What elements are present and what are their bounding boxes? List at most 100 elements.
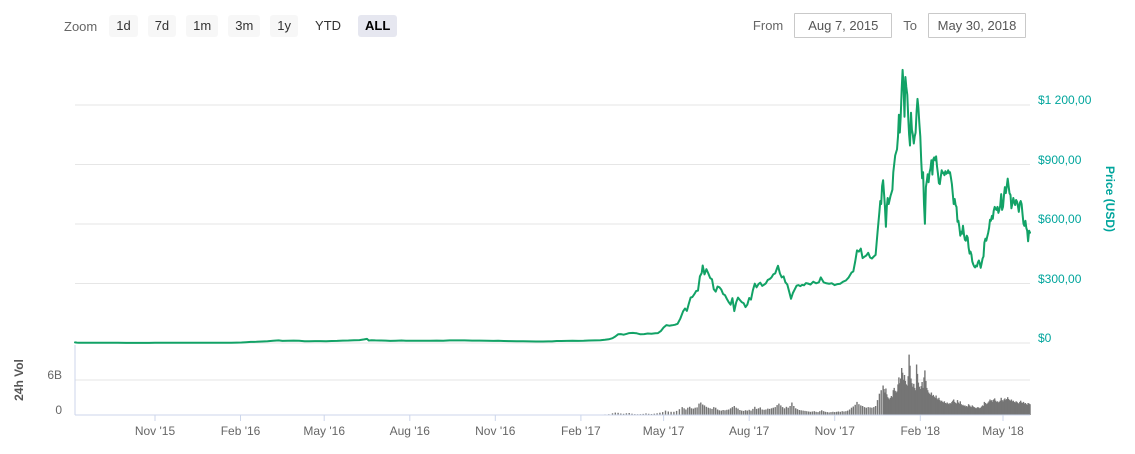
- volume-bar: [865, 407, 867, 415]
- volume-bar: [915, 364, 918, 415]
- x-axis-label: Aug '17: [729, 424, 770, 438]
- volume-bar: [731, 407, 734, 415]
- volume-bar: [759, 407, 761, 415]
- volume-bar: [746, 410, 748, 415]
- volume-bar: [819, 411, 821, 415]
- volume-bar: [798, 410, 801, 415]
- volume-bar: [1020, 402, 1023, 415]
- volume-bar: [1010, 399, 1013, 415]
- zoom-button-7d[interactable]: 7d: [147, 15, 177, 38]
- volume-bar: [998, 401, 1000, 415]
- volume-bar: [858, 404, 860, 415]
- volume-bar: [791, 402, 793, 415]
- volume-bar: [735, 407, 737, 415]
- volume-bar: [659, 412, 661, 415]
- volume-bar: [936, 398, 938, 415]
- volume-bar: [988, 401, 990, 415]
- volume-bar: [763, 409, 765, 416]
- volume-bar: [896, 391, 898, 415]
- volume-bar: [995, 401, 998, 415]
- volume-bar: [914, 390, 917, 415]
- zoom-button-ytd[interactable]: YTD: [308, 15, 349, 38]
- volume-bar: [873, 407, 875, 415]
- volume-bar: [989, 399, 991, 415]
- volume-bar: [890, 396, 893, 415]
- volume-bar: [1003, 399, 1005, 415]
- volume-bar: [933, 396, 935, 415]
- volume-bar: [992, 401, 994, 415]
- volume-bar: [901, 368, 903, 415]
- x-axis-label: Feb '18: [900, 424, 941, 438]
- volume-bar: [965, 406, 967, 415]
- volume-bar: [930, 392, 933, 415]
- volume-bar: [954, 401, 956, 415]
- volume-bar: [973, 407, 975, 415]
- volume-bar: [958, 403, 960, 415]
- volume-bar: [811, 411, 814, 415]
- volume-bar: [733, 406, 735, 415]
- volume-bar: [687, 407, 689, 415]
- volume-bar: [970, 407, 973, 415]
- volume-bar: [821, 410, 823, 415]
- volume-bar: [997, 402, 1000, 415]
- volume-bar: [662, 412, 664, 415]
- from-date-input[interactable]: [794, 13, 893, 38]
- volume-bar: [883, 389, 885, 415]
- volume-bar: [949, 403, 951, 415]
- volume-bar: [979, 408, 981, 415]
- volume-bar: [923, 377, 925, 415]
- volume-bar: [752, 408, 754, 415]
- volume-bar: [967, 404, 970, 415]
- volume-bar: [901, 372, 904, 415]
- volume-bar: [774, 407, 776, 415]
- volume-bar: [906, 385, 908, 415]
- volume-bar: [681, 407, 683, 415]
- volume-bar: [796, 409, 799, 415]
- volume-bar: [925, 380, 927, 415]
- x-axis-label: Nov '15: [134, 424, 176, 438]
- volume-bar: [645, 413, 647, 415]
- volume-bar: [848, 409, 851, 415]
- zoom-button-all[interactable]: ALL: [358, 15, 398, 38]
- volume-bar: [969, 406, 972, 415]
- to-date-input[interactable]: [928, 13, 1026, 38]
- zoom-button-3m[interactable]: 3m: [228, 15, 261, 38]
- volume-bar: [1018, 403, 1020, 415]
- volume-bar: [960, 404, 962, 415]
- volume-bar: [1012, 400, 1014, 415]
- volume-bar: [1024, 403, 1027, 415]
- zoom-button-1d[interactable]: 1d: [109, 15, 138, 38]
- volume-bar: [876, 400, 879, 415]
- volume-bar: [974, 407, 976, 415]
- volume-bar: [800, 410, 802, 415]
- volume-bar: [793, 406, 795, 415]
- price-line: [74, 68, 1031, 344]
- volume-bar: [1011, 401, 1013, 415]
- volume-bar: [1029, 404, 1031, 415]
- volume-bar: [861, 406, 864, 415]
- price-axis-title: Price (USD): [1103, 165, 1118, 233]
- zoom-button-1y[interactable]: 1y: [270, 15, 299, 38]
- zoom-button-1m[interactable]: 1m: [186, 15, 219, 38]
- volume-bar: [611, 413, 614, 416]
- volume-bar: [748, 409, 750, 416]
- volume-bar: [1004, 398, 1006, 415]
- volume-bar: [789, 406, 791, 415]
- volume-bar: [696, 407, 698, 415]
- volume-bar: [845, 411, 847, 415]
- volume-bar: [824, 411, 827, 415]
- volume-bar: [787, 407, 789, 415]
- volume-bar: [928, 393, 931, 415]
- volume-bar: [929, 394, 932, 415]
- volume-bar: [894, 390, 896, 415]
- volume-bar: [692, 408, 695, 415]
- volume-bar: [741, 410, 743, 415]
- volume-bar: [932, 394, 934, 415]
- volume-bar: [1027, 403, 1029, 415]
- volume-bar: [806, 411, 808, 415]
- volume-bar: [963, 406, 965, 415]
- price-axis-label: $600,00: [1038, 212, 1082, 226]
- volume-bar: [871, 407, 873, 415]
- x-axis-label: Nov '17: [814, 424, 855, 438]
